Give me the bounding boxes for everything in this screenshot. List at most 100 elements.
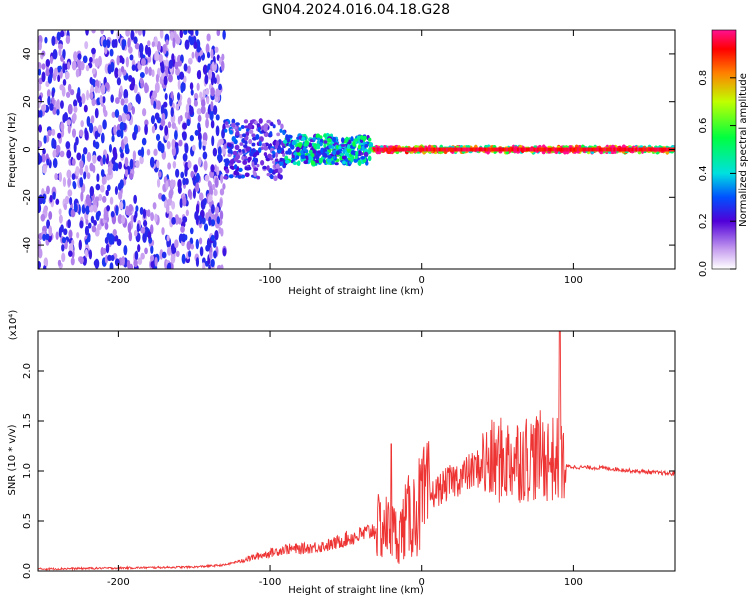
heatmap-cell <box>116 129 122 138</box>
heatmap-cell <box>196 70 201 80</box>
heatmap-cell <box>240 175 245 179</box>
heatmap-cell <box>67 219 71 229</box>
heatmap-cell <box>172 37 176 49</box>
heatmap-cell <box>184 143 189 154</box>
heatmap-cell <box>117 213 123 225</box>
heatmap-cell <box>70 257 75 266</box>
heatmap-cell <box>142 30 146 37</box>
heatmap-cell <box>111 134 115 143</box>
heatmap-cell <box>96 223 102 231</box>
heatmap-cell <box>55 198 60 205</box>
colorbar-tick-label: 0.6 <box>698 118 709 134</box>
heatmap-cell <box>94 85 99 94</box>
heatmap-cell <box>334 162 339 166</box>
heatmap-cell <box>189 105 194 116</box>
heatmap-cell <box>49 103 54 111</box>
heatmap-cell <box>196 108 202 115</box>
heatmap-cell <box>192 188 196 199</box>
heatmap-cell <box>202 139 207 146</box>
heatmap-cell <box>234 122 240 126</box>
heatmap-cell <box>170 254 176 264</box>
heatmap-cell <box>85 194 91 206</box>
heatmap-cell <box>338 145 342 150</box>
heatmap-cell <box>59 30 65 38</box>
heatmap-cell <box>187 189 192 198</box>
heatmap-cell <box>222 247 227 257</box>
heatmap-cell <box>280 123 284 130</box>
heatmap-cell <box>231 118 236 124</box>
heatmap-cell <box>200 99 206 108</box>
heatmap-cell <box>59 150 65 158</box>
heatmap-cell <box>269 131 273 136</box>
heatmap-cell <box>43 257 48 266</box>
colorbar-tick-label: 0.8 <box>698 70 709 86</box>
heatmap-cell <box>177 99 182 107</box>
heatmap-cell <box>111 157 116 165</box>
heatmap-cell <box>316 145 321 150</box>
heatmap-cell <box>219 138 224 145</box>
heatmap-cell <box>332 155 336 160</box>
heatmap-cell <box>174 130 178 141</box>
heatmap-cell <box>90 215 95 224</box>
heatmap-cell <box>247 156 252 162</box>
colorbar-label: Normalized spectral amplitude <box>738 73 749 227</box>
heatmap-cell <box>137 244 141 253</box>
heatmap-cell <box>114 67 119 79</box>
heatmap-cell <box>128 204 134 212</box>
heatmap-cell <box>38 83 42 92</box>
heatmap-cell <box>181 131 187 139</box>
heatmap-cell <box>172 160 177 169</box>
heatmap-cell <box>88 249 93 260</box>
heatmap-cell <box>301 136 306 142</box>
heatmap-cell <box>121 112 127 123</box>
heatmap-cell <box>128 75 133 82</box>
heatmap-cell <box>195 214 199 226</box>
heatmap-cell <box>155 133 161 141</box>
heatmap-cell <box>94 107 99 119</box>
heatmap-cell <box>342 160 346 165</box>
heatmap-cell <box>98 193 103 201</box>
heatmap-cell <box>149 224 154 235</box>
heatmap-cell <box>38 68 42 76</box>
heatmap-cell <box>66 169 72 179</box>
heatmap-cell <box>195 238 199 250</box>
heatmap-cell <box>160 63 165 74</box>
heatmap-cell <box>184 178 189 185</box>
heatmap-cell <box>72 112 77 122</box>
heatmap-cell <box>258 118 263 124</box>
heatmap-cell <box>271 150 276 154</box>
heatmap-cell <box>171 122 176 130</box>
heatmap-cell <box>125 30 130 37</box>
heatmap-cell <box>249 151 254 157</box>
heatmap-cell <box>363 151 369 157</box>
snr-frame <box>37 330 676 572</box>
heatmap-cell <box>241 133 247 138</box>
heatmap-cell <box>170 107 174 118</box>
heatmap-cell <box>190 170 195 179</box>
heatmap-cell <box>84 41 89 50</box>
heatmap-cell <box>105 243 110 254</box>
heatmap-cell <box>54 173 58 181</box>
heatmap-cell <box>216 153 222 162</box>
heatmap-cell <box>174 61 179 70</box>
heatmap-cell <box>220 228 224 237</box>
heatmap-cell <box>68 229 73 239</box>
heatmap-cell <box>200 105 206 115</box>
heatmap-cell <box>99 94 103 105</box>
colorbar: 0.0 0.2 0.4 0.6 0.8 Normalized spectral ampl… <box>698 29 749 277</box>
heatmap-cell <box>182 153 188 162</box>
heatmap-cell <box>335 150 340 156</box>
heatmap-cell <box>61 244 65 252</box>
heatmap-cell <box>156 41 162 52</box>
heatmap-cell <box>60 122 65 132</box>
heatmap-cell <box>52 158 58 169</box>
heatmap-cell <box>244 155 248 160</box>
heatmap-cell <box>38 98 41 109</box>
heatmap-cell <box>367 137 372 142</box>
heatmap-cell <box>171 53 175 63</box>
heatmap-cell <box>67 124 71 134</box>
heatmap-cell <box>192 144 196 152</box>
heatmap-cell <box>81 204 86 214</box>
heatmap-cell <box>177 79 181 90</box>
heatmap-cell <box>132 131 137 141</box>
